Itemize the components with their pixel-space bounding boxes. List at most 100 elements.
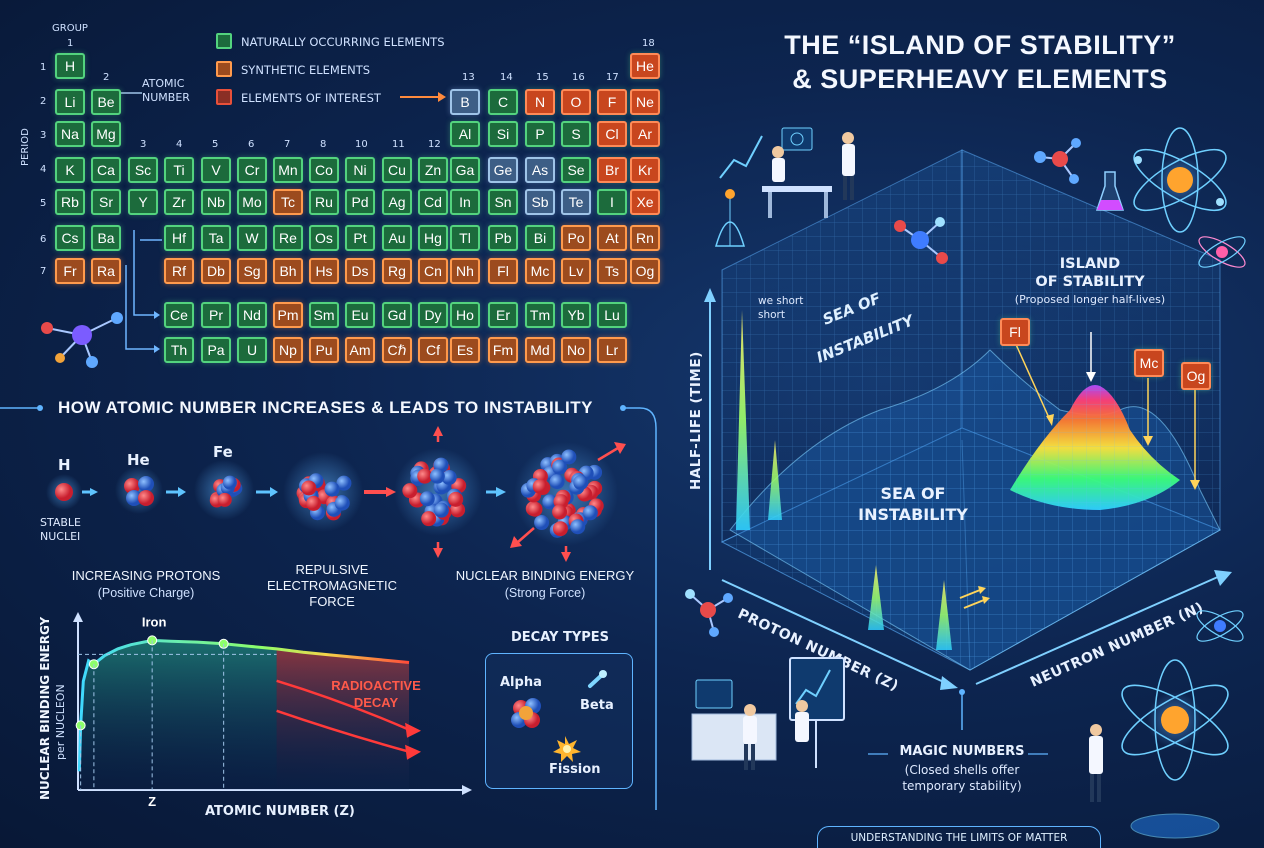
- element-cu: Cu: [382, 157, 412, 183]
- element-ra: Ra: [91, 258, 121, 284]
- element-w: W: [237, 225, 267, 251]
- element-be: Be: [91, 89, 121, 115]
- period-label: PERIOD: [20, 128, 31, 166]
- magic-numbers-sub-1: (Closed shells offer: [904, 763, 1020, 777]
- element-ca: Ca: [91, 157, 121, 183]
- element-ar: Ar: [630, 121, 660, 147]
- element-hf: Hf: [164, 225, 194, 251]
- period-number: 6: [40, 234, 47, 245]
- element-ga: Ga: [450, 157, 480, 183]
- legend-synthetic-label: SYNTHETIC ELEMENTS: [241, 63, 371, 77]
- period-number: 2: [40, 96, 47, 107]
- element-ts: Ts: [597, 258, 627, 284]
- element-pd: Pd: [345, 189, 375, 215]
- element-am: Am: [345, 337, 375, 363]
- element-tc: Tc: [273, 189, 303, 215]
- group-number: 4: [176, 139, 183, 150]
- element-re: Re: [273, 225, 303, 251]
- atomic-number-label-2: NUMBER: [142, 91, 190, 104]
- period-number: 3: [40, 130, 47, 141]
- element-nd: Nd: [237, 302, 267, 328]
- element-eu: Eu: [345, 302, 375, 328]
- binding-energy-label: NUCLEAR BINDING ENERGY: [455, 568, 635, 583]
- period-number: 4: [40, 164, 47, 175]
- element-v: V: [201, 157, 231, 183]
- element-at: At: [597, 225, 627, 251]
- group-number: 5: [212, 139, 219, 150]
- half-life-axis-label: HALF-LIFE (TIME): [688, 351, 704, 490]
- element-ge: Ge: [488, 157, 518, 183]
- element-zr: Zr: [164, 189, 194, 215]
- atomic-number-pointer: [120, 92, 142, 94]
- process-frame: [0, 405, 657, 810]
- element-pa: Pa: [201, 337, 231, 363]
- group-number: 8: [320, 139, 327, 150]
- element-bh: Bh: [273, 258, 303, 284]
- element-c: C: [488, 89, 518, 115]
- element-nb: Nb: [201, 189, 231, 215]
- element-sc: Sc: [128, 157, 158, 183]
- element-se: Se: [561, 157, 591, 183]
- chart-decay-arrowhead-2: [405, 744, 422, 760]
- atomic-number-label-1: ATOMIC: [142, 77, 185, 90]
- legend-interest-arrow: [400, 92, 446, 102]
- element-p: P: [525, 121, 555, 147]
- element-cn: Cn: [418, 258, 448, 284]
- element-lr: Lr: [597, 337, 627, 363]
- element-ni: Ni: [345, 157, 375, 183]
- f-block-connector: [125, 230, 162, 353]
- element-pm: Pm: [273, 302, 303, 328]
- repulsive-label-1: REPULSIVE: [295, 562, 369, 577]
- element-f: F: [597, 89, 627, 115]
- element-sb: Sb: [525, 189, 555, 215]
- island-sub: (Proposed longer half-lives): [1014, 293, 1166, 306]
- element-cs: Cs: [55, 225, 85, 251]
- element-ba: Ba: [91, 225, 121, 251]
- island-of-stability-plot: [704, 149, 1232, 730]
- period-number: 5: [40, 198, 47, 209]
- atom-icon-small-right: [1198, 236, 1246, 268]
- molecule-icon-top: [1034, 138, 1081, 184]
- fe-label: Fe: [213, 443, 233, 461]
- element-os: Os: [309, 225, 339, 251]
- chart-series-line: [77, 638, 410, 772]
- group-number: 1: [67, 38, 74, 49]
- element-ne: Ne: [630, 89, 660, 115]
- element-lu: Lu: [597, 302, 627, 328]
- stable-label-1: STABLE: [40, 516, 81, 529]
- legend-natural-label: NATURALLY OCCURRING ELEMENTS: [241, 35, 445, 49]
- group-number: 14: [500, 72, 513, 83]
- element-tm: Tm: [525, 302, 555, 328]
- element-ta: Ta: [201, 225, 231, 251]
- group-number: 11: [392, 139, 405, 150]
- element-o: O: [561, 89, 591, 115]
- magic-numbers-title: MAGIC NUMBERS: [899, 744, 1025, 759]
- tag-mc: Mc: [1134, 349, 1164, 377]
- element-pu: Pu: [309, 337, 339, 363]
- group-number: 18: [642, 38, 655, 49]
- decay-alpha-label: Alpha: [500, 675, 542, 690]
- decay-types-box: [485, 653, 633, 789]
- legend-interest-label: ELEMENTS OF INTEREST: [241, 91, 381, 105]
- element-th: Th: [164, 337, 194, 363]
- tag-fl: Fl: [1000, 318, 1030, 346]
- molecule-icon-mid: [894, 217, 948, 264]
- element-xe: Xe: [630, 189, 660, 215]
- sea-lower-1: SEA OF: [880, 484, 946, 503]
- group-number: 13: [462, 72, 475, 83]
- magic-numbers-connector: [868, 753, 1048, 755]
- element-hg: Hg: [418, 225, 448, 251]
- element-he: He: [630, 53, 660, 79]
- element-sr: Sr: [91, 189, 121, 215]
- atom-icon-bottom-right: [1089, 659, 1229, 839]
- element-ce: Ce: [164, 302, 194, 328]
- increasing-protons-label: INCREASING PROTONS: [71, 568, 221, 583]
- element-ds: Ds: [345, 258, 375, 284]
- group-label: GROUP: [52, 23, 88, 34]
- element-ru: Ru: [309, 189, 339, 215]
- period-number: 7: [40, 266, 47, 277]
- sea-lower-2: INSTABILITY: [858, 505, 968, 524]
- group-number: 16: [572, 72, 585, 83]
- group-number: 10: [355, 139, 368, 150]
